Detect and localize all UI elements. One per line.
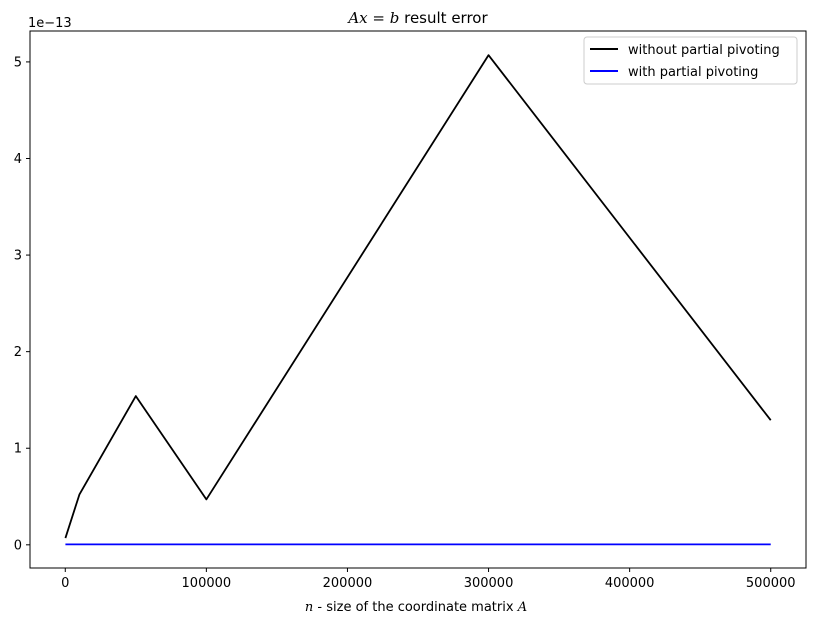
x-axis-label-var: n (305, 600, 313, 615)
legend-box (583, 36, 798, 85)
series-line-without-pivoting (64, 54, 772, 539)
y-tick-label: 0 (14, 538, 22, 553)
x-axis-label-var2: A (517, 600, 527, 615)
legend-label-without-pivoting: without partial pivoting (628, 43, 780, 58)
chart-title-text: result error (399, 9, 488, 27)
x-axis-ticks: 0 100000 200000 300000 400000 500000 (61, 568, 796, 591)
x-axis-label: n - size of the coordinate matrix A (305, 600, 527, 615)
plot-frame (29, 30, 807, 569)
x-tick-label: 400000 (605, 576, 655, 591)
y-axis-ticks: 0 1 2 3 4 5 (14, 55, 30, 553)
series-layer (64, 54, 772, 546)
y-tick-label: 3 (14, 249, 22, 264)
chart-title: Ax = b result error (346, 9, 488, 27)
x-tick-label: 300000 (464, 576, 514, 591)
legend-label-with-pivoting: with partial pivoting (628, 65, 758, 80)
y-tick-label: 1 (14, 442, 22, 457)
x-tick-label: 100000 (182, 576, 232, 591)
x-axis-label-text: - size of the coordinate matrix (313, 600, 517, 615)
x-tick-label: 0 (61, 576, 69, 591)
y-tick-label: 2 (14, 345, 22, 360)
x-tick-label: 200000 (323, 576, 373, 591)
legend: without partial pivoting with partial pi… (583, 36, 798, 85)
chart-title-math: Ax = b (346, 9, 399, 27)
y-offset-label: 1e−13 (28, 16, 72, 31)
y-tick-label: 5 (14, 55, 22, 70)
x-tick-label: 500000 (746, 576, 796, 591)
y-tick-label: 4 (14, 152, 22, 167)
